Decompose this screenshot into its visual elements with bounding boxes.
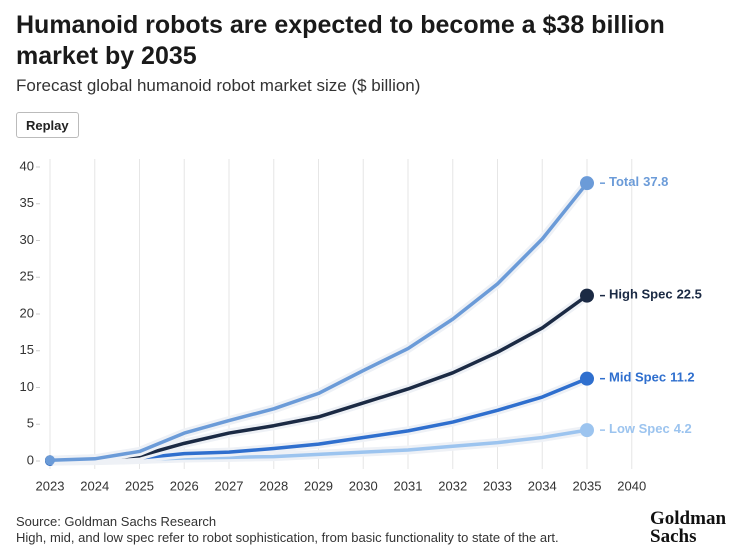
x-tick-label: 2027 xyxy=(215,478,244,493)
end-label: Total 37.8 xyxy=(609,175,668,190)
series-name: High Spec xyxy=(609,287,673,302)
end-label: High Spec 22.5 xyxy=(609,287,702,302)
x-tick-label: 2035 xyxy=(573,478,602,493)
y-tick-label: 40 xyxy=(20,158,34,173)
x-tick-label: 2028 xyxy=(259,478,288,493)
x-tick-label: 2024 xyxy=(80,478,109,493)
end-dot xyxy=(580,288,594,303)
value-label: 22.5 xyxy=(677,287,702,302)
series-name: Mid Spec xyxy=(609,370,666,385)
value-label: 11.2 xyxy=(670,370,695,385)
x-tick-label: 2030 xyxy=(349,478,378,493)
series-line xyxy=(49,182,589,463)
series-name: Total xyxy=(609,175,639,190)
start-dot xyxy=(45,455,55,466)
x-tick-label: 2026 xyxy=(170,478,199,493)
y-tick-label: 10 xyxy=(20,379,34,394)
logo: Goldman Sachs xyxy=(650,508,727,547)
y-tick-label: 20 xyxy=(20,305,34,320)
y-tick-label: 35 xyxy=(20,195,34,210)
note: High, mid, and low spec refer to robot s… xyxy=(16,530,559,545)
end-label: Mid Spec 11.2 xyxy=(609,370,695,385)
replay-button[interactable]: Replay xyxy=(16,112,79,138)
y-tick-label: 0 xyxy=(27,452,34,467)
end-dot xyxy=(580,371,594,386)
y-tick-label: 5 xyxy=(27,416,34,431)
value-label: 4.2 xyxy=(674,422,692,437)
source: Source: Goldman Sachs Research xyxy=(16,514,217,529)
x-tick-label: 2029 xyxy=(304,478,333,493)
x-tick-label: 2040 xyxy=(617,478,646,493)
x-tick-label: 2034 xyxy=(528,478,557,493)
chart-subtitle: Forecast global humanoid robot market si… xyxy=(16,76,421,95)
y-tick-label: 15 xyxy=(20,342,34,357)
end-label: Low Spec 4.2 xyxy=(609,422,692,437)
y-tick-label: 25 xyxy=(20,269,34,284)
x-tick-label: 2031 xyxy=(394,478,423,493)
series-name: Low Spec xyxy=(609,422,670,437)
x-tick-label: 2032 xyxy=(438,478,467,493)
end-dot xyxy=(580,176,594,191)
y-tick-label: 30 xyxy=(20,232,34,247)
chart-title: Humanoid robots are expected to become a… xyxy=(16,11,665,70)
x-tick-label: 2023 xyxy=(36,478,65,493)
x-tick-label: 2025 xyxy=(125,478,154,493)
value-label: 37.8 xyxy=(643,175,668,190)
chart: 2023 2024 2025 2026 2027 2028 2029 2030 2031 2032… xyxy=(20,158,702,493)
end-dot xyxy=(580,423,594,438)
x-tick-label: 2033 xyxy=(483,478,512,493)
